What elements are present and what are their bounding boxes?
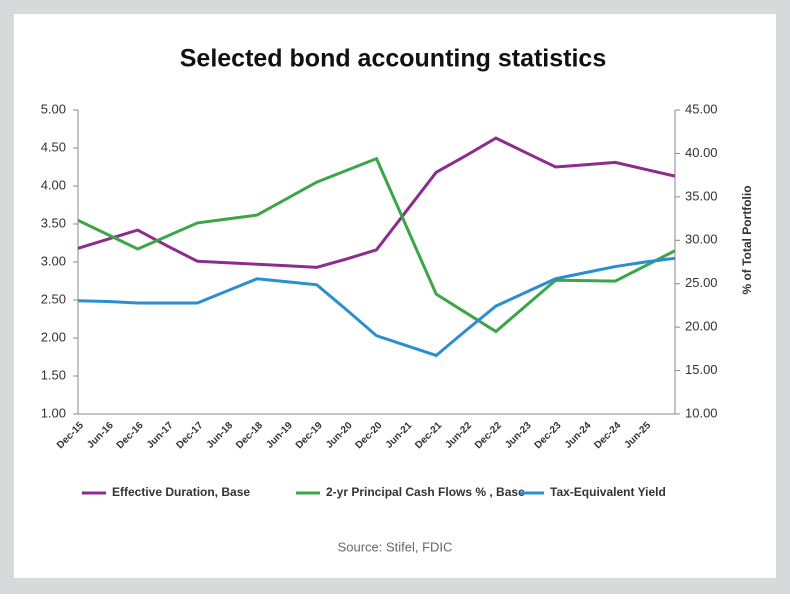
panel <box>14 14 776 578</box>
y-tick-label: 4.00 <box>41 177 66 192</box>
y-tick-label: 1.50 <box>41 367 66 382</box>
series-line <box>77 136 676 269</box>
y2-tick-label: 20.00 <box>685 319 718 334</box>
source: Source: Stifel, FDIC <box>338 539 453 554</box>
series-line <box>77 156 676 334</box>
y-tick-label: 4.50 <box>41 139 66 154</box>
legend-label: Effective Duration, Base <box>112 485 250 499</box>
y2-tick-label: 10.00 <box>685 405 718 420</box>
y2-tick-label: 30.00 <box>685 232 718 247</box>
series-line <box>77 256 676 358</box>
y-tick-label: 2.00 <box>41 329 66 344</box>
legend-label: Tax-Equivalent Yield <box>550 485 666 499</box>
y2-tick-label: 40.00 <box>685 145 718 160</box>
legend-label: 2-yr Principal Cash Flows % , Base <box>326 485 525 499</box>
y-tick-label: 1.00 <box>41 405 66 420</box>
y2-tick-label: 45.00 <box>685 101 718 116</box>
y-tick-label: 3.50 <box>41 215 66 230</box>
chart-title: Selected bond accounting statistics <box>180 45 606 73</box>
y2-tick-label: 35.00 <box>685 188 718 203</box>
y-tick-label: 3.00 <box>41 253 66 268</box>
y2-tick-label: 15.00 <box>685 362 718 377</box>
y2-axis-label: % of Total Portfolio <box>740 185 754 294</box>
y-tick-label: 5.00 <box>41 101 66 116</box>
y-tick-label: 2.50 <box>41 291 66 306</box>
y2-tick-label: 25.00 <box>685 275 718 290</box>
